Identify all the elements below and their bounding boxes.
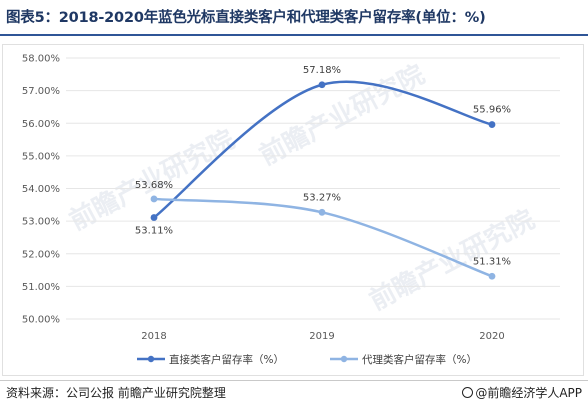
y-tick-label: 53.00% <box>22 217 60 228</box>
y-tick-label: 55.00% <box>22 151 60 162</box>
legend-label: 代理类客户留存率（%） <box>362 353 477 366</box>
data-point <box>488 121 496 128</box>
data-label: 51.31% <box>473 256 511 267</box>
x-tick-label: 2020 <box>479 331 504 342</box>
footer-divider <box>0 380 588 381</box>
data-point <box>318 81 326 89</box>
legend-label: 直接类客户留存率（%） <box>169 353 284 366</box>
data-point <box>318 208 326 216</box>
brand-text: @前瞻经济学人APP <box>475 386 582 400</box>
line-chart: 50.00% 51.00% 52.00% 53.00% 54.00% 55.00% 56.0… <box>22 54 560 366</box>
y-tick-label: 51.00% <box>22 282 60 293</box>
y-tick-label: 57.00% <box>22 86 60 97</box>
data-point <box>150 195 158 203</box>
chart-title: 图表5：2018-2020年蓝色光标直接类客户和代理类客户留存率(单位：%) <box>6 10 486 26</box>
y-tick-label: 58.00% <box>22 54 60 65</box>
brand-note: @前瞻经济学人APP <box>462 384 582 401</box>
data-label: 53.11% <box>135 226 173 237</box>
brand-logo-icon <box>462 387 474 398</box>
data-point <box>488 272 496 280</box>
y-tick-label: 52.00% <box>22 249 60 260</box>
x-tick-label: 2018 <box>141 331 166 342</box>
source-note: 资料来源：公司公报 前瞻产业研究院整理 <box>6 386 226 400</box>
y-tick-label: 56.00% <box>22 119 60 130</box>
data-label: 57.18% <box>303 65 341 76</box>
y-tick-label: 54.00% <box>22 184 60 195</box>
legend-marker <box>147 355 155 363</box>
data-label: 53.27% <box>303 192 341 203</box>
y-tick-label: 50.00% <box>22 315 60 326</box>
x-tick-label: 2019 <box>309 331 334 342</box>
chart-frame <box>2 44 584 376</box>
data-label: 53.68% <box>135 180 173 191</box>
legend-marker <box>340 355 348 363</box>
title-divider <box>0 34 588 36</box>
data-label: 55.96% <box>473 105 511 116</box>
data-point <box>150 214 158 221</box>
